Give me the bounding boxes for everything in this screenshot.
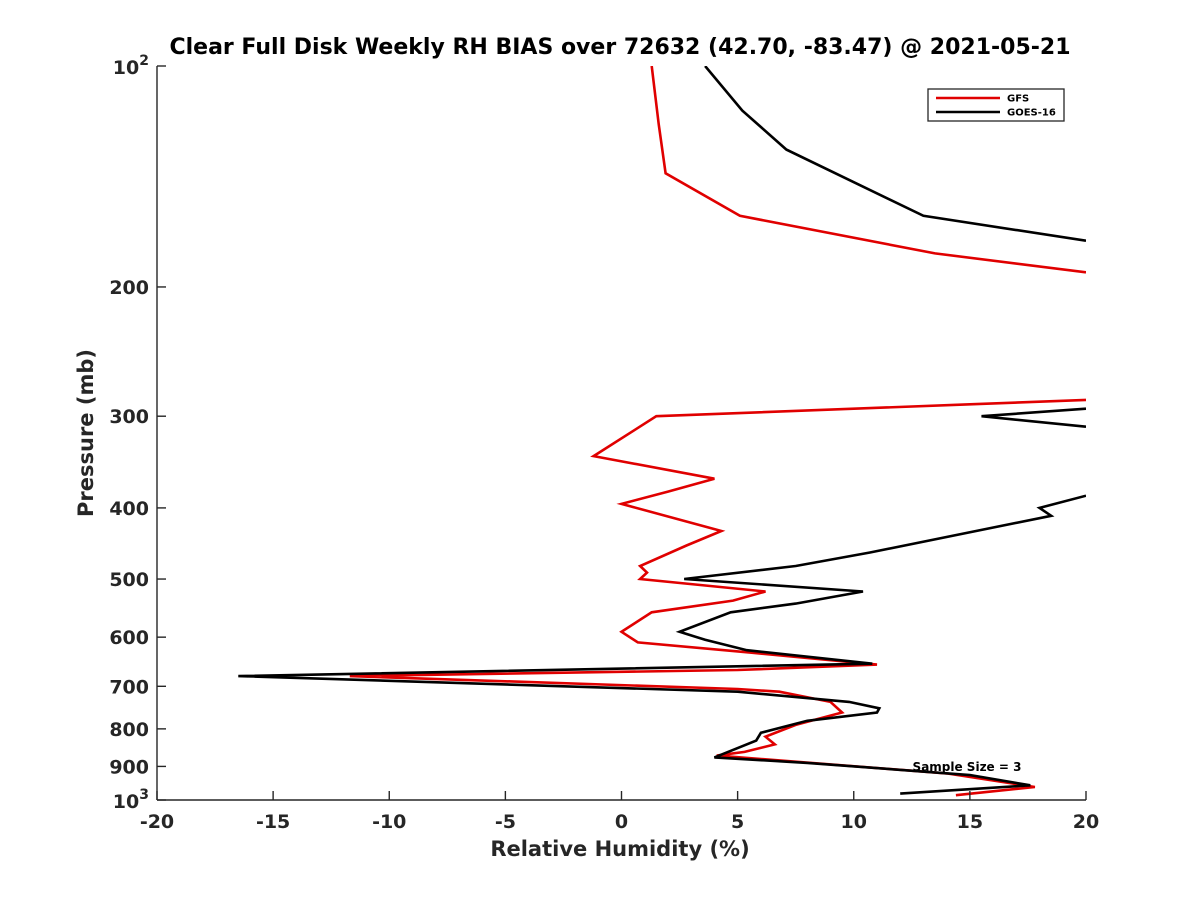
y-tick-label: 200 bbox=[109, 277, 149, 299]
series-line-gfs bbox=[349, 66, 1086, 797]
legend-label-gfs: GFS bbox=[1007, 94, 1029, 105]
x-tick-label: 0 bbox=[615, 811, 628, 833]
y-tick-label: 700 bbox=[109, 676, 149, 698]
chart-title: Clear Full Disk Weekly RH BIAS over 7263… bbox=[169, 35, 1070, 60]
x-tick-label: 15 bbox=[957, 811, 983, 833]
y-tick-label: 400 bbox=[109, 498, 149, 520]
y-tick-label-exponent: 103 bbox=[113, 787, 149, 813]
y-tick-label: 500 bbox=[109, 569, 149, 591]
legend: GFS GOES-16 bbox=[927, 88, 1065, 122]
legend-label-goes-16: GOES-16 bbox=[1007, 108, 1056, 119]
y-tick-label-exponent: 102 bbox=[113, 53, 149, 79]
axes: -20 -15 -10 -5 0 5 10 15 20 200 300 400 500 600 700 800… bbox=[109, 53, 1099, 833]
x-tick-label: -20 bbox=[140, 811, 174, 833]
series-lines bbox=[238, 66, 1086, 797]
x-tick-label: -15 bbox=[256, 811, 290, 833]
plot-area bbox=[238, 66, 1086, 797]
y-axis-label: Pressure (mb) bbox=[74, 349, 98, 517]
x-tick-label: 10 bbox=[841, 811, 867, 833]
y-tick-label: 300 bbox=[109, 406, 149, 428]
sample-size-annotation: Sample Size = 3 bbox=[913, 760, 1022, 774]
x-tick-label: -5 bbox=[495, 811, 516, 833]
x-tick-label: 5 bbox=[731, 811, 744, 833]
x-tick-label: 20 bbox=[1073, 811, 1099, 833]
y-tick-label: 900 bbox=[109, 756, 149, 778]
y-tick-label: 800 bbox=[109, 719, 149, 741]
series-line-goes-16 bbox=[238, 66, 1086, 795]
x-tick-label: -10 bbox=[372, 811, 406, 833]
y-tick-label: 600 bbox=[109, 627, 149, 649]
x-axis-label: Relative Humidity (%) bbox=[490, 837, 749, 861]
legend-box bbox=[927, 88, 1065, 122]
